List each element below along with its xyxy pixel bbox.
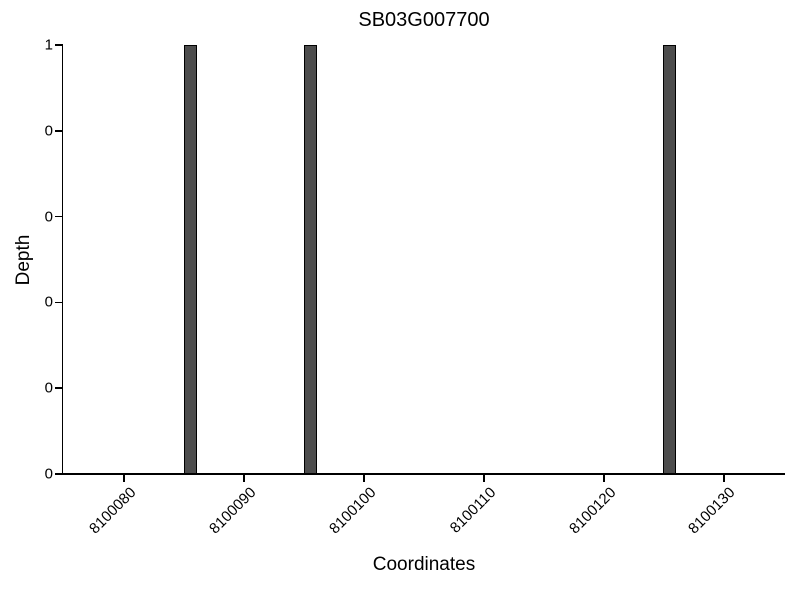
- y-tick-mark: [55, 215, 62, 218]
- x-tick-mark: [723, 474, 725, 482]
- y-tick-mark: [55, 44, 62, 46]
- x-tick-label: 8100130: [685, 484, 739, 538]
- y-tick-label: 0: [44, 465, 53, 483]
- depth-bar-0: [183, 45, 197, 474]
- x-axis-label: Coordinates: [372, 554, 476, 575]
- x-tick-label: 8100120: [565, 484, 619, 538]
- chart-title: SB03G007700: [358, 9, 490, 31]
- depth-bar-2: [663, 45, 677, 474]
- x-tick-mark: [603, 474, 605, 482]
- x-tick-label: 8100080: [85, 484, 140, 538]
- x-tick-label: 8100100: [325, 484, 380, 538]
- y-tick-mark: [55, 130, 62, 132]
- x-axis-spine: [61, 473, 785, 475]
- depth-bar-1: [303, 45, 317, 474]
- x-tick-label: 8100090: [205, 484, 260, 538]
- y-tick-mark: [55, 301, 62, 304]
- y-tick-mark: [55, 387, 62, 389]
- y-tick-label: 0: [44, 379, 53, 397]
- x-tick-label: 8100110: [446, 484, 499, 537]
- x-tick-mark: [483, 474, 485, 482]
- y-tick-label: 0: [44, 208, 53, 226]
- y-tick-mark: [55, 473, 62, 475]
- y-axis-spine: [61, 44, 63, 475]
- x-tick-mark: [243, 474, 245, 482]
- x-tick-mark: [363, 474, 365, 482]
- x-tick-mark: [123, 474, 125, 482]
- y-tick-label: 1: [44, 36, 53, 54]
- y-tick-label: 0: [44, 122, 53, 140]
- y-axis-label: Depth: [13, 234, 34, 286]
- y-tick-label: 0: [44, 293, 53, 311]
